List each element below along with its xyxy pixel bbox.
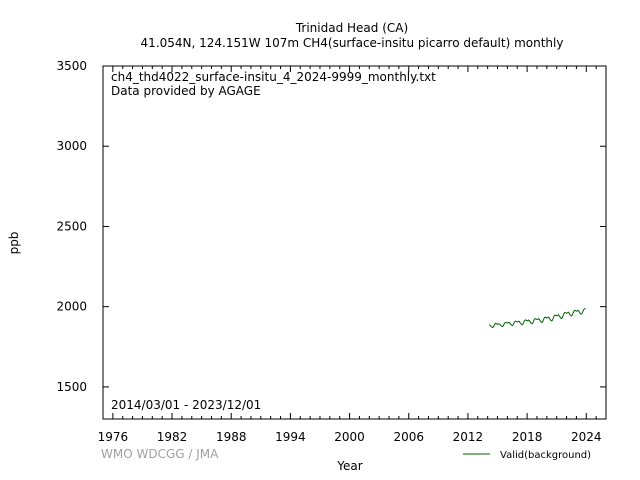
chart-title-line1: Trinidad Head (CA) <box>295 21 408 35</box>
x-tick-label: 1988 <box>216 430 247 444</box>
provider-label: Data provided by AGAGE <box>111 84 261 98</box>
x-tick-label: 2018 <box>512 430 543 444</box>
watermark: WMO WDCGG / JMA <box>101 447 219 461</box>
x-tick-label: 1976 <box>98 430 129 444</box>
period-label: 2014/03/01 - 2023/12/01 <box>111 398 261 412</box>
y-tick-label: 1500 <box>56 380 87 394</box>
x-tick-label: 1982 <box>157 430 188 444</box>
y-tick-label: 2000 <box>56 300 87 314</box>
x-axis-label: Year <box>336 459 362 473</box>
y-tick-label: 3500 <box>56 59 87 73</box>
legend: Valid(background) <box>463 450 591 461</box>
series-line <box>489 308 586 329</box>
chart-title-line2: 41.054N, 124.151W 107m CH4(surface-insit… <box>141 36 564 50</box>
x-tick-label: 2024 <box>571 430 602 444</box>
x-tick-label: 1994 <box>275 430 306 444</box>
y-tick-label: 2500 <box>56 219 87 233</box>
plot-frame <box>102 65 607 420</box>
axis-ticks: 1976 1982 1988 1994 2000 2006 2012 2018 2024 1500… <box>56 59 607 444</box>
y-axis-label: ppb <box>7 232 21 255</box>
x-tick-label: 2012 <box>453 430 484 444</box>
legend-label: Valid(background) <box>500 450 591 461</box>
x-tick-label: 2006 <box>393 430 424 444</box>
x-tick-label: 2000 <box>334 430 365 444</box>
y-tick-label: 3000 <box>56 139 87 153</box>
data-layer <box>489 308 586 329</box>
file-label: ch4_thd4022_surface-insitu_4_2024-9999_m… <box>111 70 436 84</box>
